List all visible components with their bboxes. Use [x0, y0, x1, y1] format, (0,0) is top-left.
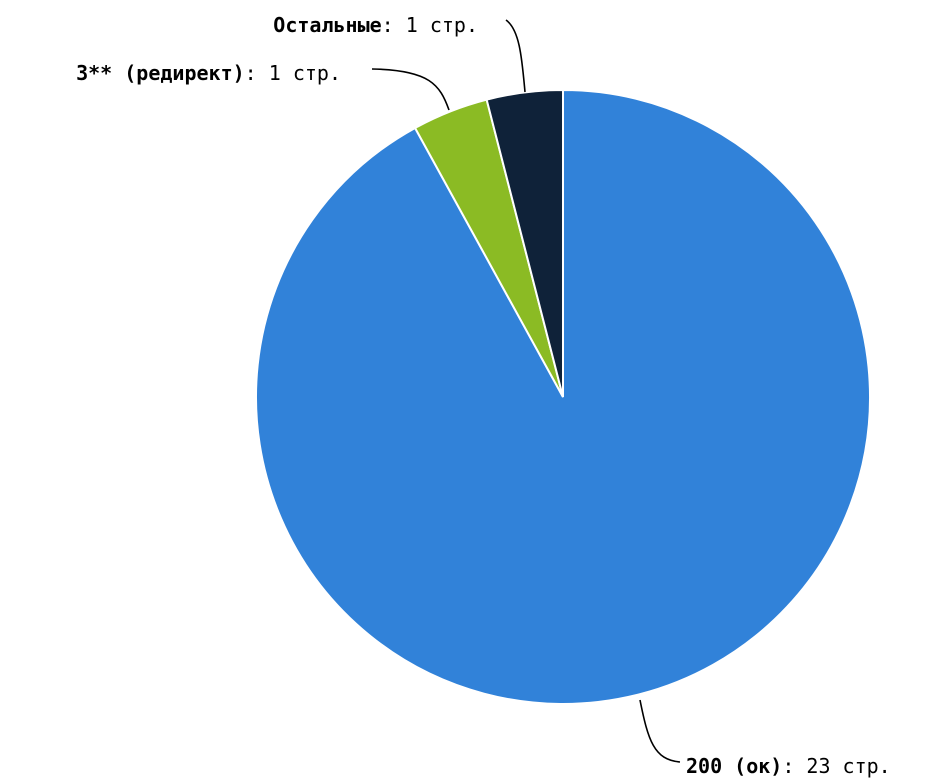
pie-slices: [255, 88, 871, 705]
slice-label-value: 1 стр.: [269, 61, 341, 85]
label-connector-line: [371, 68, 450, 111]
slice-label-name: Остальные: [273, 13, 381, 37]
slice-label-separator: :: [382, 13, 406, 37]
slice-labels: 200 (ок): 23 стр.3** (редирект): 1 стр.О…: [76, 13, 891, 778]
slice-label-value: 23 стр.: [806, 754, 890, 778]
slice-label-name: 3** (редирект): [76, 61, 245, 85]
label-connectors: [371, 19, 681, 763]
slice-label-separator: :: [245, 61, 269, 85]
label-connector-line: [639, 699, 681, 763]
slice-label: Остальные: 1 стр.: [273, 13, 478, 37]
slice-label-separator: :: [782, 754, 806, 778]
slice-label: 3** (редирект): 1 стр.: [76, 61, 341, 85]
slice-label: 200 (ок): 23 стр.: [686, 754, 891, 778]
pie-slice: [485, 88, 564, 398]
slice-label-value: 1 стр.: [406, 13, 478, 37]
label-connector-line: [505, 19, 526, 93]
slice-label-name: 200 (ок): [686, 754, 782, 778]
